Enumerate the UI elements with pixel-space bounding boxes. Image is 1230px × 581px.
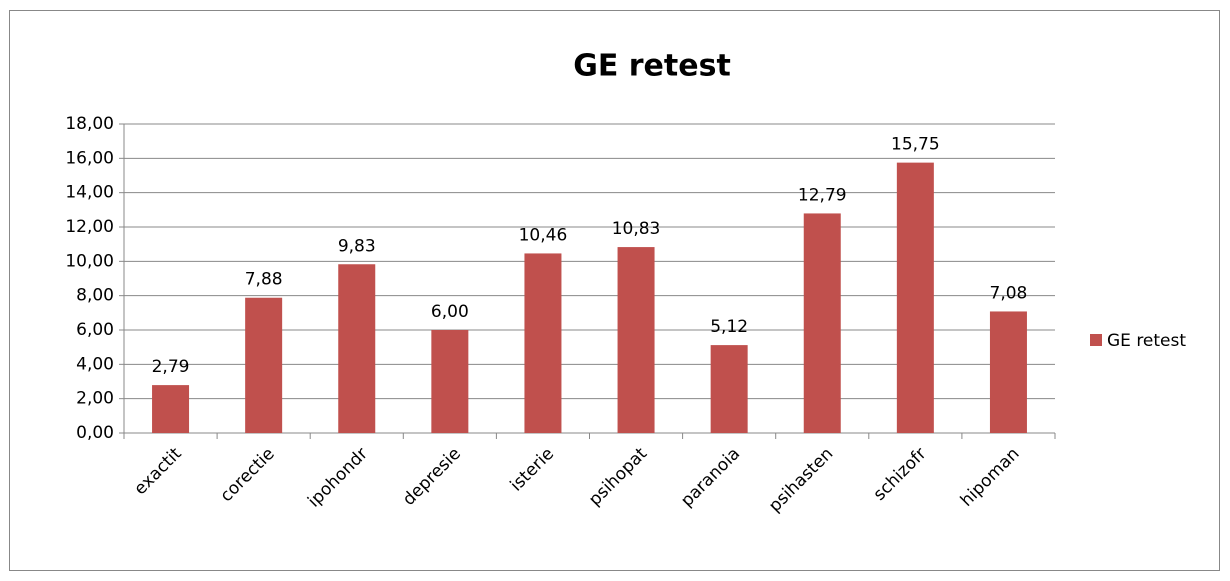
data-label: 6,00 <box>431 302 469 322</box>
data-label: 10,83 <box>612 219 661 239</box>
y-tick-label: 2,00 <box>76 389 114 409</box>
y-tick-label: 4,00 <box>76 354 114 374</box>
legend-swatch <box>1090 334 1102 346</box>
bar <box>431 330 469 433</box>
y-tick-label: 0,00 <box>76 423 114 443</box>
y-tick-label: 18,00 <box>65 114 114 134</box>
data-label: 9,83 <box>338 236 376 256</box>
y-tick-label: 16,00 <box>65 148 114 168</box>
bar <box>710 345 748 433</box>
y-tick-label: 6,00 <box>76 320 114 340</box>
bar <box>896 162 934 433</box>
y-tick-label: 14,00 <box>65 183 114 203</box>
bar <box>617 247 655 433</box>
data-label: 5,12 <box>710 317 748 337</box>
bar <box>989 311 1027 433</box>
bar <box>338 264 376 433</box>
legend-label: GE retest <box>1107 331 1186 351</box>
y-tick-label: 8,00 <box>76 286 114 306</box>
bar <box>152 385 190 433</box>
data-label: 7,88 <box>245 270 283 290</box>
data-label: 15,75 <box>891 135 940 155</box>
chart-border <box>9 10 1220 571</box>
bar <box>245 297 283 433</box>
y-tick-label: 12,00 <box>65 217 114 237</box>
data-label: 2,79 <box>152 357 190 377</box>
bar <box>803 213 841 433</box>
data-label: 12,79 <box>798 185 847 205</box>
bar <box>524 253 562 433</box>
data-label: 10,46 <box>519 225 568 245</box>
y-tick-label: 10,00 <box>65 251 114 271</box>
chart-title: GE retest <box>573 49 731 84</box>
data-label: 7,08 <box>990 283 1028 303</box>
